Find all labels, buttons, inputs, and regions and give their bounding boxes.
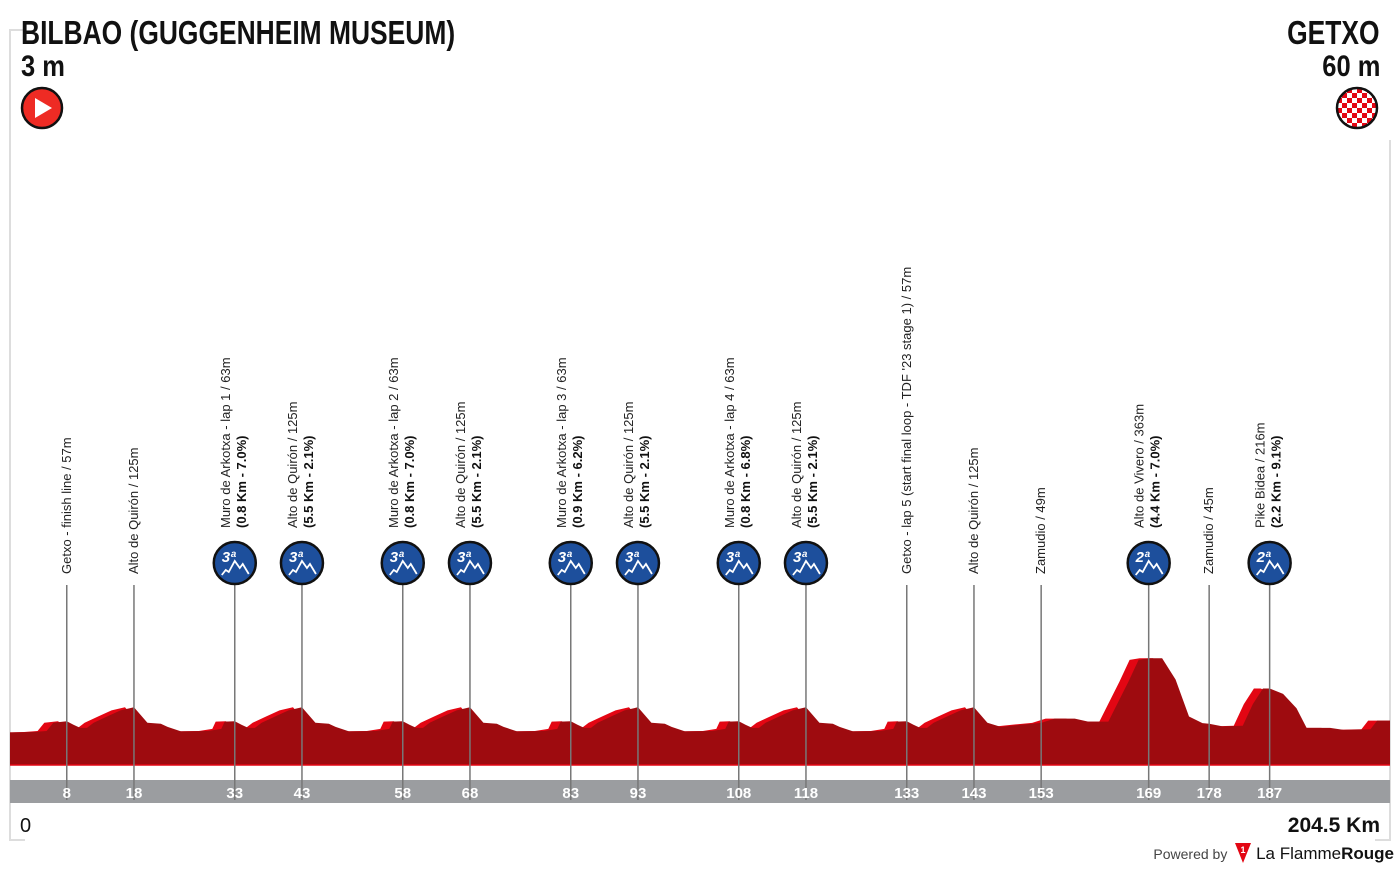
point-name: Alto de Quirón / 125m <box>126 448 141 574</box>
climb-detail: (0.8 Km - 7.0%) <box>234 436 249 528</box>
frame-left <box>9 29 25 841</box>
category-badge-icon: 3ª <box>783 540 829 586</box>
point-name: Alto de Quirón / 125m <box>966 448 981 574</box>
flame-rouge-icon: 1 <box>1235 843 1252 863</box>
climb-marker: 2ª Pike Bidea / 216m (2.2 Km - 9.1%) <box>1247 422 1292 800</box>
km-bar <box>10 780 1390 803</box>
km-tick-label: 93 <box>630 785 647 802</box>
category-badge-icon: 3ª <box>212 540 258 586</box>
km-tick-label: 8 <box>63 785 71 802</box>
climb-marker: Zamudio / 45m <box>1201 487 1216 800</box>
point-name: Getxo - finish line / 57m <box>59 437 74 574</box>
category-badge-icon: 3ª <box>380 540 426 586</box>
km-tick-label: 33 <box>226 785 243 802</box>
point-name: Zamudio / 45m <box>1201 487 1216 574</box>
km-tick-label: 58 <box>394 785 411 802</box>
category-badge-icon: 3ª <box>548 540 594 586</box>
finish-checkered-flag-icon <box>1335 86 1379 130</box>
climb-marker: 3ª Alto de Quirón / 125m (5.5 Km - 2.1%) <box>447 402 493 800</box>
climb-detail: (0.9 Km - 6.2%) <box>570 436 585 528</box>
climb-name: Muro de Arkotxa - lap 3 / 63m <box>554 357 569 528</box>
climb-name: Alto de Quirón / 125m <box>285 402 300 528</box>
distance-end-label: 204.5 Km <box>1287 814 1380 837</box>
km-tick-label: 187 <box>1257 785 1282 802</box>
category-label: 3ª <box>390 549 404 566</box>
category-badge-icon: 2ª <box>1126 540 1171 586</box>
category-label: 3ª <box>793 549 807 566</box>
km-tick-label: 153 <box>1029 785 1054 802</box>
category-label: 3ª <box>726 549 740 566</box>
brand-name-light: La Flamme <box>1256 844 1342 863</box>
km-tick-label: 133 <box>894 785 919 802</box>
climb-marker: 2ª Alto de Vivero / 363m (4.4 Km - 7.0%) <box>1126 404 1171 800</box>
climb-detail: (4.4 Km - 7.0%) <box>1148 436 1163 528</box>
climb-name: Muro de Arkotxa - lap 4 / 63m <box>722 357 737 528</box>
km-tick-label: 118 <box>794 785 818 802</box>
category-badge-icon: 3ª <box>615 540 661 586</box>
climb-marker: Getxo - finish line / 57m <box>59 437 74 800</box>
climb-detail: (0.8 Km - 7.0%) <box>402 436 417 528</box>
climb-marker: 3ª Muro de Arkotxa - lap 4 / 63m (0.8 Km -… <box>716 357 762 800</box>
category-badge-icon: 3ª <box>447 540 493 586</box>
climb-detail: (2.2 Km - 9.1%) <box>1269 436 1284 528</box>
profile-area <box>10 658 1390 765</box>
powered-by: Powered by 1 La FlammeRouge <box>1153 843 1394 864</box>
climb-name: Alto de Vivero / 363m <box>1132 404 1147 528</box>
climb-detail: (5.5 Km - 2.1%) <box>637 436 652 528</box>
category-badge-icon: 3ª <box>279 540 325 586</box>
km-tick-label: 68 <box>462 785 479 802</box>
category-label: 3ª <box>222 549 236 566</box>
climb-marker: 3ª Muro de Arkotxa - lap 2 / 63m (0.8 Km -… <box>380 357 426 800</box>
climb-marker: 3ª Alto de Quirón / 125m (5.5 Km - 2.1%) <box>615 402 661 800</box>
km-tick-label: 83 <box>562 785 579 802</box>
climb-marker: Getxo - lap 5 (start final loop - TDF '2… <box>899 267 914 800</box>
svg-text:1: 1 <box>1241 845 1246 855</box>
category-badge-icon: 2ª <box>1247 540 1292 586</box>
climb-detail: (5.5 Km - 2.1%) <box>301 436 316 528</box>
climb-marker: Alto de Quirón / 125m <box>966 448 981 800</box>
km-tick-label: 18 <box>126 785 143 802</box>
climb-name: Alto de Quirón / 125m <box>789 402 804 528</box>
finish-altitude: 60 m <box>1321 50 1380 83</box>
category-label: 3ª <box>625 549 639 566</box>
category-label: 2ª <box>1256 549 1271 566</box>
climb-detail: (5.5 Km - 2.1%) <box>805 436 820 528</box>
climb-detail: (5.5 Km - 2.1%) <box>469 436 484 528</box>
climb-marker: 3ª Alto de Quirón / 125m (5.5 Km - 2.1%) <box>783 402 829 800</box>
category-label: 3ª <box>558 549 572 566</box>
climb-name: Pike Bidea / 216m <box>1253 422 1268 528</box>
category-label: 3ª <box>289 549 303 566</box>
start-altitude: 3 m <box>21 50 65 83</box>
climb-marker: Zamudio / 49m <box>1033 487 1048 800</box>
km-tick-label: 178 <box>1197 785 1222 802</box>
climb-detail: (0.8 Km - 6.8%) <box>738 436 753 528</box>
km-tick-label: 43 <box>294 785 311 802</box>
km-tick-label: 108 <box>726 785 751 802</box>
start-location-name: BILBAO (GUGGENHEIM MUSEUM) <box>21 14 456 51</box>
point-name: Zamudio / 49m <box>1033 487 1048 574</box>
frame-right <box>1375 140 1391 841</box>
distance-start-label: 0 <box>20 815 32 837</box>
climb-name: Muro de Arkotxa - lap 1 / 63m <box>218 357 233 528</box>
climb-name: Muro de Arkotxa - lap 2 / 63m <box>386 357 401 528</box>
climb-name: Alto de Quirón / 125m <box>621 402 636 528</box>
category-badge-icon: 3ª <box>716 540 762 586</box>
km-tick-label: 143 <box>961 785 986 802</box>
km-tick-label: 169 <box>1136 785 1161 802</box>
brand-name-bold: Rouge <box>1341 844 1394 863</box>
climb-marker: 3ª Muro de Arkotxa - lap 3 / 63m (0.9 Km -… <box>548 357 594 800</box>
point-name: Getxo - lap 5 (start final loop - TDF '2… <box>899 267 914 574</box>
climb-marker: 3ª Muro de Arkotxa - lap 1 / 63m (0.8 Km -… <box>212 357 258 800</box>
climb-marker: Alto de Quirón / 125m <box>126 448 141 800</box>
finish-location-name: GETXO <box>1287 14 1380 51</box>
start-play-icon <box>20 86 64 130</box>
brand-logo: 1 La FlammeRouge <box>1235 843 1394 864</box>
category-label: 2ª <box>1135 549 1150 566</box>
powered-by-text: Powered by <box>1153 845 1228 862</box>
category-label: 3ª <box>457 549 471 566</box>
climb-marker: 3ª Alto de Quirón / 125m (5.5 Km - 2.1%) <box>279 402 325 800</box>
climb-name: Alto de Quirón / 125m <box>453 402 468 528</box>
